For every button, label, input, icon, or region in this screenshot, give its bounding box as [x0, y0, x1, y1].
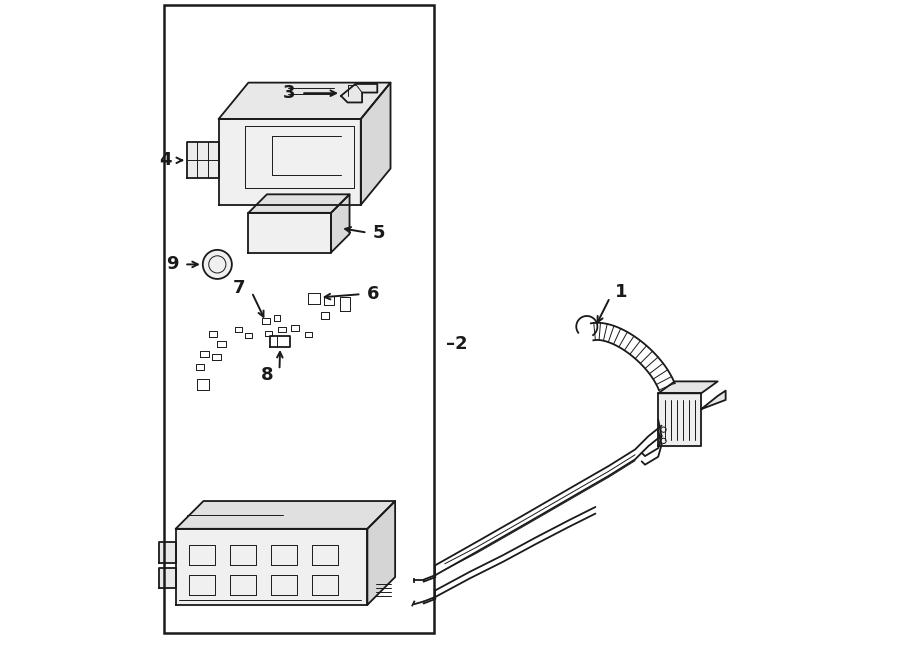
Polygon shape [176, 529, 367, 605]
Circle shape [202, 250, 232, 279]
Text: –2: –2 [446, 334, 468, 353]
Bar [165, 5, 434, 633]
Polygon shape [219, 83, 391, 119]
Polygon shape [701, 391, 725, 409]
Text: 5: 5 [373, 223, 385, 242]
Polygon shape [159, 542, 176, 563]
Polygon shape [219, 119, 361, 205]
Polygon shape [187, 142, 219, 178]
Text: 1: 1 [616, 283, 628, 301]
Polygon shape [331, 194, 349, 253]
Polygon shape [248, 213, 331, 253]
Text: 6: 6 [366, 285, 379, 303]
Polygon shape [341, 84, 377, 102]
Text: 4: 4 [159, 151, 172, 169]
Text: 3: 3 [283, 84, 295, 102]
Text: 7: 7 [232, 278, 245, 297]
Polygon shape [176, 501, 395, 529]
Text: 9: 9 [166, 255, 178, 274]
Polygon shape [367, 501, 395, 605]
Polygon shape [658, 393, 701, 446]
Text: 8: 8 [261, 366, 274, 384]
Polygon shape [248, 194, 349, 213]
Polygon shape [159, 568, 176, 588]
Polygon shape [658, 381, 717, 393]
Polygon shape [361, 83, 391, 205]
